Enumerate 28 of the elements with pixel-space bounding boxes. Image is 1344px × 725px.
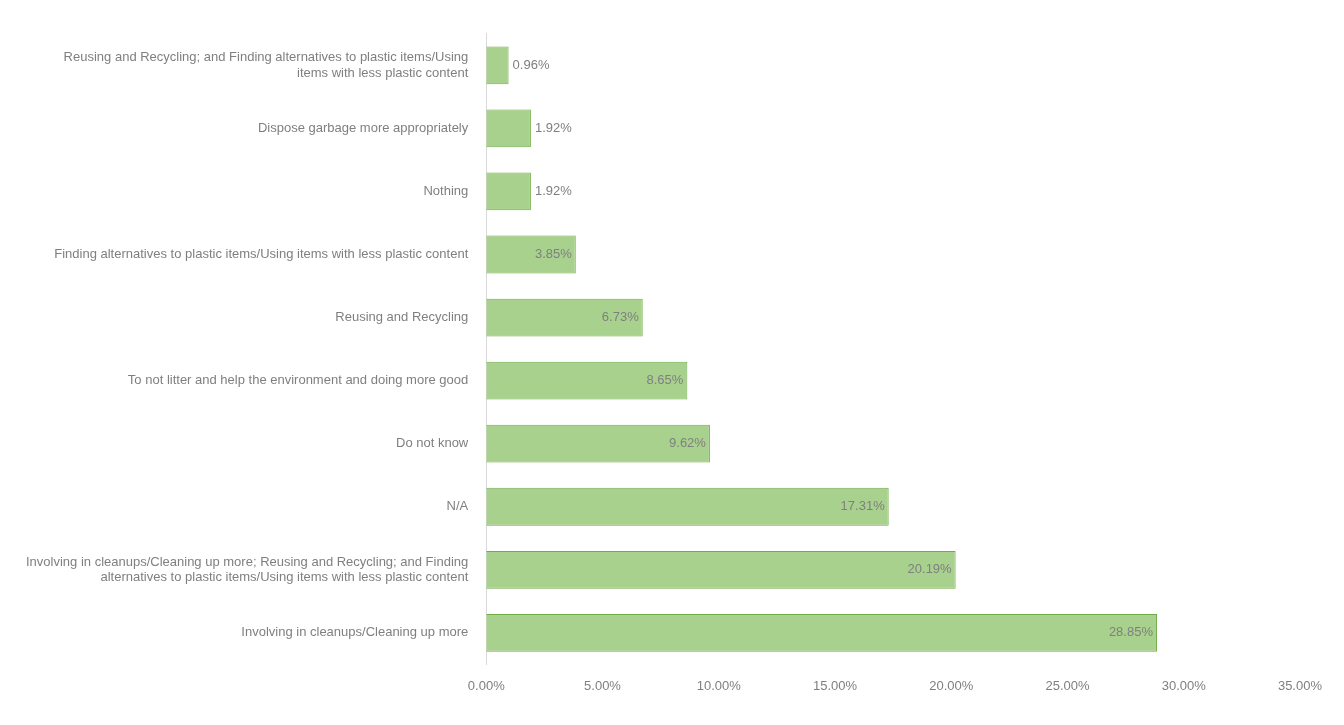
x-tick-label: 35.00% xyxy=(1277,677,1323,693)
data-label: 17.31% xyxy=(840,498,886,514)
data-label: 3.85% xyxy=(534,246,573,262)
y-tick-label: Reusing and Recycling; and Finding alternatives to plastic items/Using items with less plastic content xyxy=(63,49,469,80)
data-label: 20.19% xyxy=(907,561,953,577)
data-label: 8.65% xyxy=(646,372,684,388)
y-tick-label: N/A xyxy=(446,498,469,514)
data-label: 0.96% xyxy=(512,56,550,72)
data-label: 1.92% xyxy=(534,183,573,199)
x-tick-label: 25.00% xyxy=(1045,677,1090,693)
x-tick-label: 30.00% xyxy=(1161,677,1207,693)
data-label: 6.73% xyxy=(601,309,640,325)
y-tick-label: To not litter and help the environment and doing more good xyxy=(127,372,469,388)
data-label: 1.92% xyxy=(534,119,573,135)
y-tick-label: Do not know xyxy=(396,435,469,451)
x-tick-label: 15.00% xyxy=(812,677,858,693)
y-tick-label: Dispose garbage more appropriately xyxy=(257,119,469,135)
data-label: 9.62% xyxy=(669,435,707,451)
y-tick-label: Involving in cleanups/Cleaning up more xyxy=(241,624,469,640)
data-label: 28.85% xyxy=(1108,624,1154,640)
y-tick-label: Involving in cleanups/Cleaning up more; Reusing and Recycling; and Finding alternatives to plastic items/Using items with less plastic content xyxy=(25,553,469,585)
y-tick-label: Finding alternatives to plastic items/Using items with less plastic content xyxy=(54,246,469,262)
x-tick-label: 10.00% xyxy=(696,677,742,693)
y-tick-label: Nothing xyxy=(423,183,469,199)
x-tick-label: 5.00% xyxy=(584,677,622,693)
x-tick-label: 0.00% xyxy=(467,677,506,693)
y-tick-label: Reusing and Recycling xyxy=(335,309,469,325)
x-tick-label: 20.00% xyxy=(929,677,974,693)
